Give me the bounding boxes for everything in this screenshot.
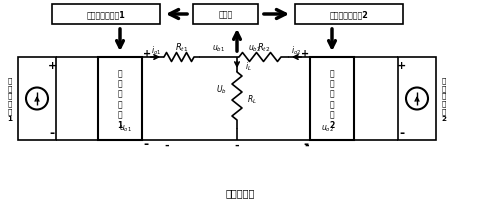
Bar (98, 58, 142, 140)
Text: 直流微电网: 直流微电网 (225, 187, 255, 197)
Bar (193, 5, 258, 25)
Text: 接
入
变
换
器
1: 接 入 变 换 器 1 (118, 69, 122, 129)
Text: $u_{o1}$: $u_{o1}$ (119, 123, 132, 134)
Text: +: + (48, 61, 57, 71)
Bar (310, 58, 354, 140)
Text: $u_{o2}$: $u_{o2}$ (321, 123, 334, 134)
Bar (398, 58, 436, 140)
Text: $R_{t1}$: $R_{t1}$ (175, 42, 188, 54)
Text: $i_{o1}$: $i_{o1}$ (151, 45, 161, 57)
Text: -: - (305, 140, 309, 150)
Text: +: + (301, 49, 309, 59)
Text: $R_L$: $R_L$ (247, 93, 257, 105)
Text: -: - (144, 138, 149, 151)
Bar (295, 5, 403, 25)
Bar (18, 58, 56, 140)
Text: 分
布
式
电
源
1: 分 布 式 电 源 1 (8, 77, 12, 121)
Text: $u_{b2}$: $u_{b2}$ (249, 44, 262, 54)
Text: -: - (235, 140, 240, 150)
Text: 接
入
变
换
器
2: 接 入 变 换 器 2 (329, 69, 335, 129)
Text: 功率协调分配器1: 功率协调分配器1 (86, 10, 125, 19)
Text: +: + (143, 49, 151, 59)
Bar (52, 5, 160, 25)
Text: +: + (397, 61, 407, 71)
Text: -: - (303, 138, 309, 151)
Text: 功率协调分配器2: 功率协调分配器2 (330, 10, 369, 19)
Text: -: - (49, 126, 55, 139)
Text: 传感器: 传感器 (218, 10, 233, 19)
Text: 分
布
式
电
源
2: 分 布 式 电 源 2 (442, 77, 446, 121)
Text: $i_{o2}$: $i_{o2}$ (291, 45, 301, 57)
Text: -: - (165, 140, 169, 150)
Text: -: - (399, 126, 405, 139)
Text: $U_b$: $U_b$ (216, 83, 227, 95)
Text: $i_L$: $i_L$ (245, 60, 252, 73)
Text: $R_{t2}$: $R_{t2}$ (257, 42, 270, 54)
Text: $u_{b1}$: $u_{b1}$ (213, 44, 226, 54)
